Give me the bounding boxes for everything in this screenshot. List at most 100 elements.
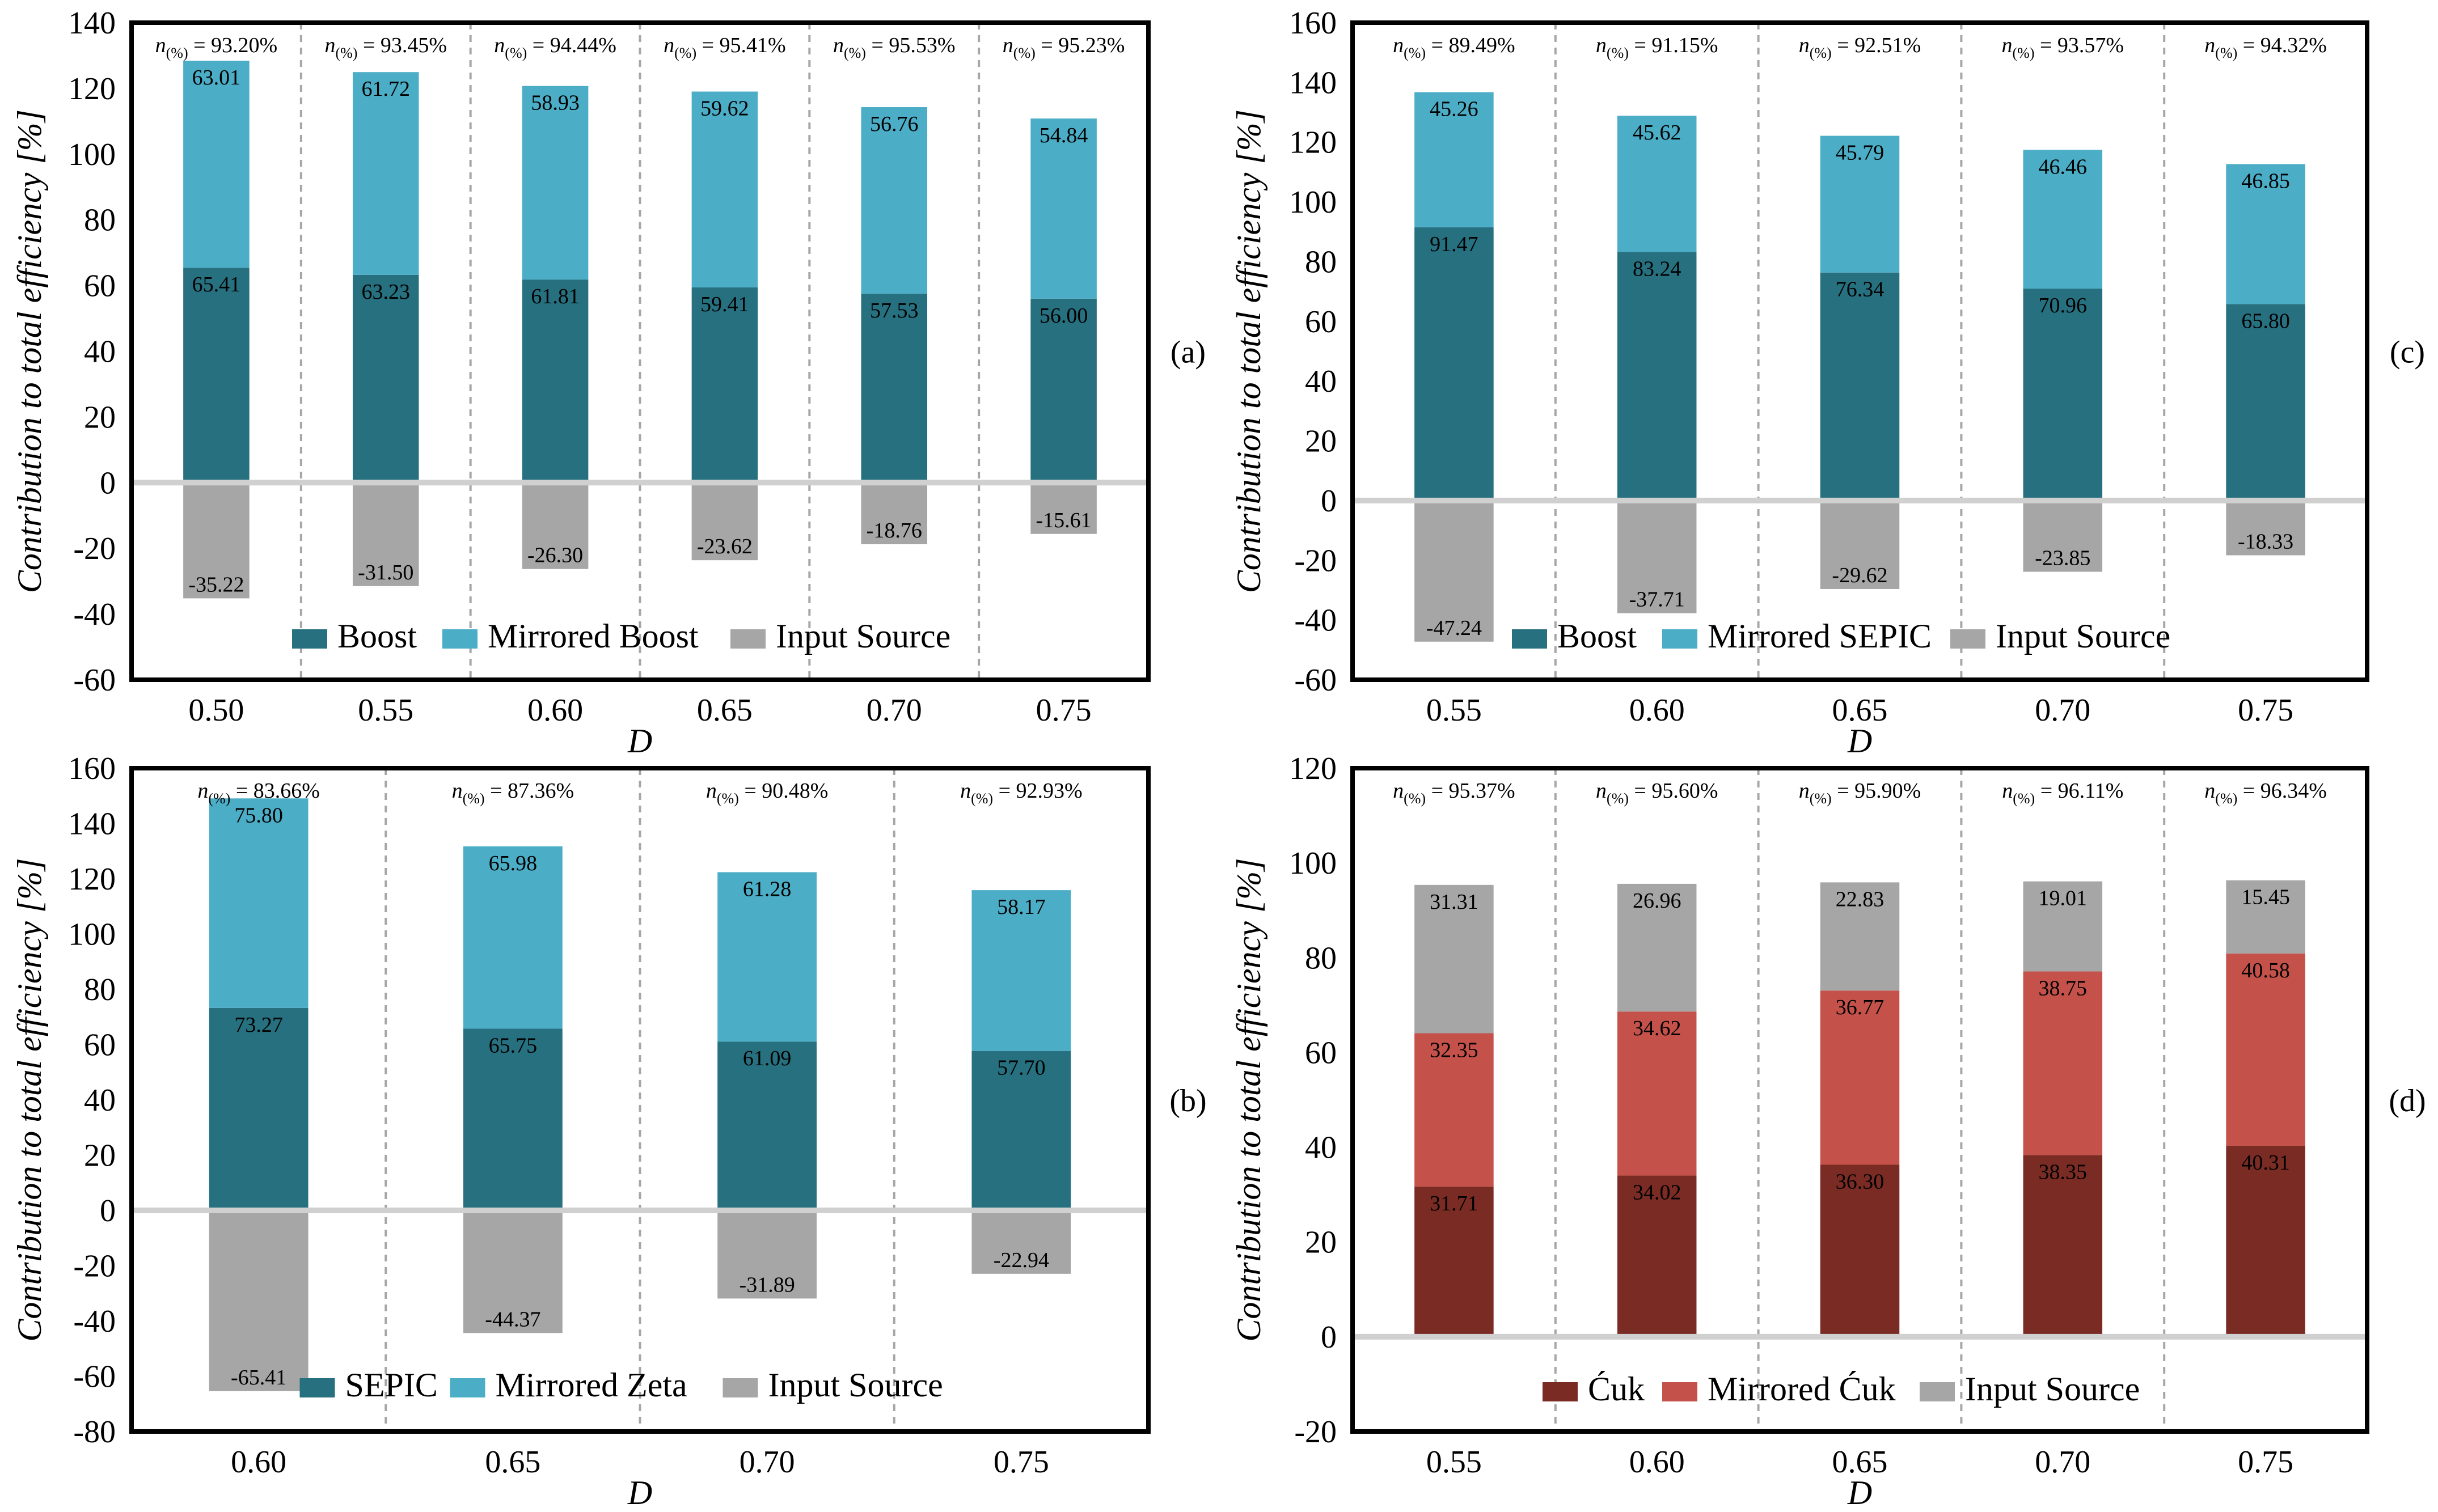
bar-mirrored-boost-0.55 [352,72,419,275]
bar-sepic-0.65 [463,1028,563,1210]
y-tick-label: -20 [1294,543,1337,578]
efficiency-label: n(%) = 95.23% [1003,33,1125,61]
x-tick-label: 0.75 [1036,693,1092,728]
bar-input-source-0.65 [1820,882,1900,991]
x-tick-label: 0.65 [1832,693,1888,728]
legend-entry: Mirrored SEPIC [1708,617,1932,655]
legend-swatch [442,629,478,649]
bar-input-source-0.50 [183,482,250,599]
data-label: 76.34 [1836,278,1885,302]
bar-mirrored-boost-0.75 [1030,118,1097,299]
data-label: 54.84 [1040,124,1088,147]
data-label: 61.81 [531,285,580,308]
data-label: 40.31 [2241,1151,2290,1175]
bar-input-source-0.65 [691,482,758,561]
data-label: 45.79 [1836,141,1885,165]
bar-mirrored-boost-0.50 [183,61,250,268]
y-tick-label: 0 [1321,1320,1337,1355]
bar-mirrored-zeta-0.65 [463,846,563,1029]
bar-input-source-0.55 [1414,884,1494,1034]
efficiency-label: n(%) = 93.45% [324,33,447,61]
data-label: 56.76 [870,112,919,136]
bar-mirrored-sepic-0.55 [1414,92,1494,228]
data-label: -47.24 [1426,616,1482,640]
y-tick-label: 100 [1289,846,1337,881]
bar-boost-0.65 [691,287,758,483]
efficiency-label: n(%) = 83.66% [197,779,320,807]
panel-label: (c) [2390,335,2425,370]
data-label: 38.35 [2039,1160,2088,1184]
y-axis-label: Contribution to total efficiency [%] [1230,858,1267,1341]
panel-label: (b) [1169,1083,1206,1119]
data-label: -18.76 [867,519,922,543]
efficiency-label: n(%) = 92.51% [1799,33,1921,61]
data-label: 65.80 [2241,309,2290,333]
bar-input-source-0.70 [861,482,928,545]
x-tick-label: 0.65 [485,1445,540,1480]
y-axis-label: Contribution to total efficiency [%] [11,858,48,1341]
data-label: 31.31 [1430,890,1478,914]
bar--uk-0.65 [1820,1164,1900,1337]
y-tick-label: 0 [100,1193,116,1229]
data-label: -44.37 [485,1307,540,1331]
efficiency-label: n(%) = 93.20% [155,33,278,61]
legend-entry: Boost [337,617,417,655]
efficiency-label: n(%) = 93.57% [2002,33,2124,61]
y-tick-label: 80 [84,203,116,238]
bar-input-source-0.60 [522,482,589,569]
bar-mirrored-sepic-0.75 [2226,164,2305,304]
data-label: 63.23 [362,280,411,304]
efficiency-label: n(%) = 95.37% [1393,779,1515,807]
data-label: 58.93 [531,91,580,115]
x-tick-label: 0.70 [2035,1445,2090,1480]
plot-frame [1350,20,2369,682]
efficiency-label: n(%) = 94.32% [2204,33,2327,61]
y-tick-label: 20 [84,1138,116,1174]
data-label: 57.70 [997,1056,1046,1080]
legend-swatch [722,1378,758,1397]
legend-entry: Ćuk [1588,1370,1645,1408]
chart-panel-b: -80 -60 -40 -20 0 20 40 60 80 100 120 140 160 Contrib… [0,756,1219,1512]
x-tick-label: 0.55 [1426,693,1482,728]
y-tick-label: 20 [1305,1225,1337,1260]
y-axis-label: Contribution to total efficiency [%] [1230,109,1267,593]
x-tick-label: 0.75 [994,1445,1049,1480]
data-label: 59.62 [700,97,749,121]
bar-mirrored-uk-0.65 [1820,990,1900,1165]
y-tick-label: 80 [1305,244,1337,279]
data-label: -37.71 [1629,588,1685,612]
data-label: 65.98 [489,852,538,875]
bar-mirrored-boost-0.60 [522,86,589,280]
bar-mirrored-boost-0.65 [691,91,758,288]
data-label: 63.01 [192,66,241,90]
legend-entry: SEPIC [345,1366,438,1404]
efficiency-label: n(%) = 95.90% [1799,779,1921,807]
y-tick-label: 60 [84,1028,116,1063]
bar-input-source-0.75 [971,1210,1071,1274]
y-tick-label: 60 [1305,1035,1337,1070]
data-label: 46.46 [2039,155,2088,179]
bar-input-source-0.65 [1820,500,1900,589]
legend-entry: Input Source [1965,1370,2140,1408]
data-label: 61.72 [362,77,411,101]
bar-boost-0.60 [1617,252,1697,501]
data-label: 59.41 [700,293,749,316]
x-tick-label: 0.75 [2238,1445,2293,1480]
chart-svg-b: -80 -60 -40 -20 0 20 40 60 80 100 120 140 160 Contrib… [11,756,1207,1511]
chart-panel-c: -60 -40 -20 0 20 40 60 80 100 120 140 160 Contributi… [1219,0,2438,756]
legend-swatch [1543,1382,1578,1401]
bar-input-source-0.70 [717,1210,817,1299]
efficiency-label: n(%) = 96.11% [2002,779,2123,807]
data-label: -65.41 [231,1366,286,1390]
bar--uk-0.60 [1617,1175,1697,1337]
bar-input-source-0.60 [209,1210,309,1391]
data-label: 56.00 [1040,304,1088,328]
data-label: 73.27 [234,1013,283,1037]
legend-entry: Input Source [768,1366,943,1404]
legend-entry: Input Source [776,617,950,655]
y-tick-label: -60 [73,1359,116,1395]
chart-svg-c: -60 -40 -20 0 20 40 60 80 100 120 140 160 Contributi… [1230,6,2425,756]
legend-swatch [292,629,327,649]
data-label: -31.89 [740,1273,795,1297]
y-tick-label: -40 [73,597,116,632]
